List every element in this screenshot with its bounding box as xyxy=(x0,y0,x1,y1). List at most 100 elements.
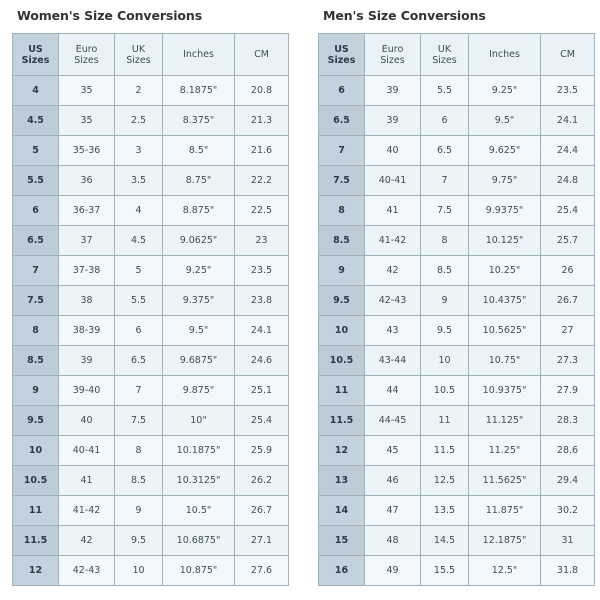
table-row: 9.5 42-43 9 10.4375" 26.7 xyxy=(318,285,595,316)
cell-cm: 23.5 xyxy=(540,75,595,106)
column-header-line: Sizes xyxy=(74,54,99,66)
cell-us-size: 9 xyxy=(12,375,59,406)
cell-euro: 47 xyxy=(364,495,421,526)
column-header-us: US Sizes xyxy=(318,33,365,76)
cell-us-size: 11.5 xyxy=(318,405,365,436)
cell-inches: 10.75" xyxy=(468,345,541,376)
column-header-line: Euro xyxy=(381,43,404,55)
table-row: 6 36-37 4 8.875" 22.5 xyxy=(12,195,289,226)
cell-inches: 10.6875" xyxy=(162,525,235,556)
cell-inches: 9.875" xyxy=(162,375,235,406)
size-conversion-table: US Sizes Euro Sizes UK Sizes Inches CM 6 39 5.5 9.2… xyxy=(318,33,595,586)
cell-cm: 24.8 xyxy=(540,165,595,196)
cell-us-size: 10 xyxy=(318,315,365,346)
cell-us-size: 9.5 xyxy=(12,405,59,436)
cell-us-size: 6 xyxy=(318,75,365,106)
cell-cm: 27.1 xyxy=(234,525,289,556)
cell-euro: 49 xyxy=(364,555,421,586)
cell-inches: 12.1875" xyxy=(468,525,541,556)
table-row: 14 47 13.5 11.875" 30.2 xyxy=(318,495,595,526)
cell-inches: 10.125" xyxy=(468,225,541,256)
cell-inches: 9.6875" xyxy=(162,345,235,376)
size-table-panel: Men's Size Conversions US Sizes Euro Sizes UK… xyxy=(318,9,595,586)
cell-uk: 5.5 xyxy=(420,75,469,106)
cell-euro: 44-45 xyxy=(364,405,421,436)
cell-euro: 46 xyxy=(364,465,421,496)
cell-inches: 10.4375" xyxy=(468,285,541,316)
table-row: 7.5 40-41 7 9.75" 24.8 xyxy=(318,165,595,196)
cell-uk: 9 xyxy=(114,495,163,526)
cell-inches: 9.75" xyxy=(468,165,541,196)
cell-euro: 40 xyxy=(58,405,115,436)
column-header-line: CM xyxy=(254,49,269,60)
cell-cm: 27.6 xyxy=(234,555,289,586)
table-row: 10.5 41 8.5 10.3125" 26.2 xyxy=(12,465,289,496)
table-row: 8.5 39 6.5 9.6875" 24.6 xyxy=(12,345,289,376)
cell-inches: 10.25" xyxy=(468,255,541,286)
cell-us-size: 10 xyxy=(12,435,59,466)
cell-cm: 23.5 xyxy=(234,255,289,286)
cell-inches: 9.5" xyxy=(162,315,235,346)
cell-cm: 29.4 xyxy=(540,465,595,496)
cell-us-size: 8.5 xyxy=(12,345,59,376)
cell-uk: 11.5 xyxy=(420,435,469,466)
cell-euro: 48 xyxy=(364,525,421,556)
cell-euro: 37 xyxy=(58,225,115,256)
cell-euro: 45 xyxy=(364,435,421,466)
cell-cm: 20.8 xyxy=(234,75,289,106)
cell-inches: 8.5" xyxy=(162,135,235,166)
cell-uk: 3 xyxy=(114,135,163,166)
cell-cm: 28.6 xyxy=(540,435,595,466)
cell-inches: 9.25" xyxy=(468,75,541,106)
cell-inches: 11.5625" xyxy=(468,465,541,496)
cell-cm: 31.8 xyxy=(540,555,595,586)
column-header-line: Sizes xyxy=(126,54,151,66)
cell-inches: 10.9375" xyxy=(468,375,541,406)
table-header-row: US Sizes Euro Sizes UK Sizes Inches CM xyxy=(318,33,595,76)
cell-cm: 25.9 xyxy=(234,435,289,466)
cell-cm: 23.8 xyxy=(234,285,289,316)
table-row: 6.5 37 4.5 9.0625" 23 xyxy=(12,225,289,256)
cell-inches: 10.1875" xyxy=(162,435,235,466)
table-row: 12 42-43 10 10.875" 27.6 xyxy=(12,555,289,586)
cell-uk: 7 xyxy=(420,165,469,196)
cell-inches: 8.875" xyxy=(162,195,235,226)
cell-cm: 27 xyxy=(540,315,595,346)
cell-us-size: 8 xyxy=(318,195,365,226)
cell-euro: 40 xyxy=(364,135,421,166)
cell-euro: 40-41 xyxy=(364,165,421,196)
cell-us-size: 8.5 xyxy=(318,225,365,256)
column-header-line: UK xyxy=(131,43,146,55)
cell-euro: 41 xyxy=(58,465,115,496)
cell-inches: 9.5" xyxy=(468,105,541,136)
column-header-inches: Inches xyxy=(162,33,235,76)
cell-uk: 6 xyxy=(114,315,163,346)
cell-uk: 13.5 xyxy=(420,495,469,526)
table-row: 7 40 6.5 9.625" 24.4 xyxy=(318,135,595,166)
cell-cm: 25.1 xyxy=(234,375,289,406)
cell-uk: 8.5 xyxy=(420,255,469,286)
cell-inches: 9.625" xyxy=(468,135,541,166)
column-header-line: Sizes xyxy=(432,54,457,66)
cell-euro: 42-43 xyxy=(364,285,421,316)
column-header-uk: UK Sizes xyxy=(114,33,163,76)
table-row: 11.5 42 9.5 10.6875" 27.1 xyxy=(12,525,289,556)
cell-us-size: 6.5 xyxy=(12,225,59,256)
table-row: 10 40-41 8 10.1875" 25.9 xyxy=(12,435,289,466)
cell-euro: 39 xyxy=(58,345,115,376)
cell-euro: 36-37 xyxy=(58,195,115,226)
column-header-line: Inches xyxy=(489,49,520,60)
cell-us-size: 7 xyxy=(318,135,365,166)
cell-uk: 7.5 xyxy=(420,195,469,226)
cell-us-size: 4 xyxy=(12,75,59,106)
cell-us-size: 7.5 xyxy=(12,285,59,316)
cell-inches: 9.9375" xyxy=(468,195,541,226)
cell-uk: 2.5 xyxy=(114,105,163,136)
cell-cm: 26.7 xyxy=(540,285,595,316)
table-row: 5.5 36 3.5 8.75" 22.2 xyxy=(12,165,289,196)
cell-cm: 24.1 xyxy=(540,105,595,136)
cell-us-size: 10.5 xyxy=(12,465,59,496)
cell-inches: 11.875" xyxy=(468,495,541,526)
cell-cm: 21.6 xyxy=(234,135,289,166)
cell-us-size: 12 xyxy=(318,435,365,466)
